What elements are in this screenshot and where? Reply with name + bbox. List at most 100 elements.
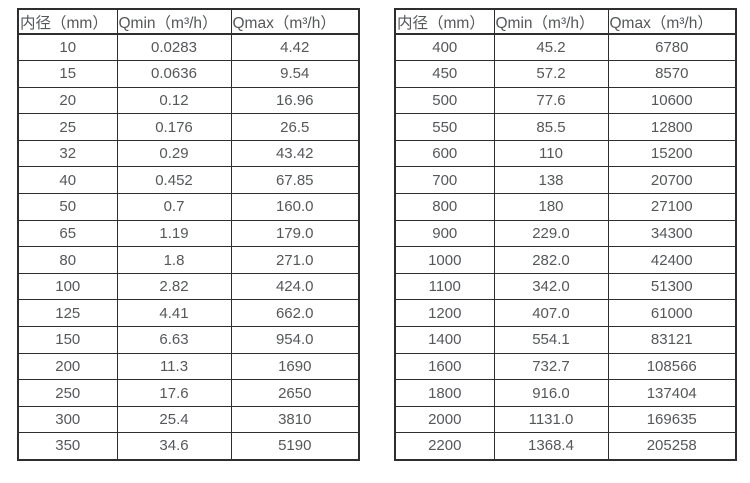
table-cell: 250 [17, 379, 118, 407]
table-row: 150 6.63 954.0 [17, 326, 360, 354]
table-cell: 500 [394, 86, 495, 115]
table-cell: 0.452 [116, 166, 232, 195]
table-cell: 732.7 [493, 352, 609, 381]
table-cell: 61000 [607, 299, 737, 328]
table-cell: 5190 [230, 432, 360, 460]
table-row: 800 180 27100 [394, 193, 737, 221]
table-row: 600 110 15200 [394, 139, 737, 168]
table-cell: 3810 [230, 405, 360, 434]
table-cell: 15 [17, 60, 118, 88]
col-header-qmax: Qmax（m³/h） [230, 8, 360, 35]
table-cell: 1690 [230, 352, 360, 381]
table-cell: 600 [394, 139, 495, 168]
table-row: 65 1.19 179.0 [17, 219, 360, 248]
table-row: 80 1.8 271.0 [17, 246, 360, 274]
table-row: 2000 1131.0 169635 [394, 405, 737, 434]
table-row: 125 4.41 662.0 [17, 299, 360, 328]
table-cell: 26.5 [230, 113, 360, 141]
table-cell: 50 [17, 193, 118, 221]
table-cell: 205258 [607, 432, 737, 460]
table-cell: 954.0 [230, 326, 360, 354]
flow-table-small-diameters: 内径（mm） Qmin（m³/h） Qmax（m³/h） 10 0.0283 4.4… [17, 8, 360, 461]
table-row: 900 229.0 34300 [394, 219, 737, 248]
col-header-qmin: Qmin（m³/h） [116, 8, 232, 35]
header-row: 内径（mm） Qmin（m³/h） Qmax（m³/h） [17, 8, 360, 35]
table-cell: 700 [394, 166, 495, 195]
table-cell: 0.0283 [116, 33, 232, 62]
table-cell: 400 [394, 33, 495, 62]
table-cell: 10 [17, 33, 118, 62]
table-cell: 45.2 [493, 33, 609, 62]
table-cell: 6.63 [116, 326, 232, 354]
table-row: 25 0.176 26.5 [17, 113, 360, 141]
table-cell: 1131.0 [493, 405, 609, 434]
table-cell: 1368.4 [493, 432, 609, 460]
table-row: 200 11.3 1690 [17, 352, 360, 381]
table-cell: 2200 [394, 432, 495, 460]
table-cell: 1.8 [116, 246, 232, 274]
table-cell: 25 [17, 113, 118, 141]
table-cell: 137404 [607, 379, 737, 407]
table-cell: 1800 [394, 379, 495, 407]
table-cell: 229.0 [493, 219, 609, 248]
table-cell: 25.4 [116, 405, 232, 434]
table-cell: 271.0 [230, 246, 360, 274]
table-cell: 800 [394, 193, 495, 221]
table-cell: 169635 [607, 405, 737, 434]
table-cell: 200 [17, 352, 118, 381]
table-row: 550 85.5 12800 [394, 113, 737, 141]
table-body: 10 0.0283 4.42 15 0.0636 9.54 20 0.12 16.96 25 0.1… [17, 33, 360, 460]
table-cell: 42400 [607, 246, 737, 274]
table-cell: 350 [17, 432, 118, 460]
col-header-qmin: Qmin（m³/h） [493, 8, 609, 35]
table-cell: 916.0 [493, 379, 609, 407]
table-cell: 424.0 [230, 272, 360, 301]
table-cell: 15200 [607, 139, 737, 168]
table-cell: 65 [17, 219, 118, 248]
table-cell: 342.0 [493, 272, 609, 301]
table-cell: 80 [17, 246, 118, 274]
table-cell: 34.6 [116, 432, 232, 460]
table-cell: 85.5 [493, 113, 609, 141]
table-cell: 10600 [607, 86, 737, 115]
table-row: 40 0.452 67.85 [17, 166, 360, 195]
table-row: 450 57.2 8570 [394, 60, 737, 88]
table-cell: 108566 [607, 352, 737, 381]
table-cell: 550 [394, 113, 495, 141]
table-cell: 17.6 [116, 379, 232, 407]
table-cell: 300 [17, 405, 118, 434]
table-cell: 0.12 [116, 86, 232, 115]
table-cell: 40 [17, 166, 118, 195]
table-cell: 2650 [230, 379, 360, 407]
table-cell: 179.0 [230, 219, 360, 248]
table-cell: 6780 [607, 33, 737, 62]
table-row: 1100 342.0 51300 [394, 272, 737, 301]
table-cell: 20700 [607, 166, 737, 195]
table-cell: 67.85 [230, 166, 360, 195]
header-row: 内径（mm） Qmin（m³/h） Qmax（m³/h） [394, 8, 737, 35]
table-row: 32 0.29 43.42 [17, 139, 360, 168]
table-cell: 16.96 [230, 86, 360, 115]
table-cell: 34300 [607, 219, 737, 248]
table-row: 1600 732.7 108566 [394, 352, 737, 381]
table-row: 20 0.12 16.96 [17, 86, 360, 115]
table-cell: 407.0 [493, 299, 609, 328]
table-cell: 125 [17, 299, 118, 328]
table-row: 1200 407.0 61000 [394, 299, 737, 328]
table-row: 1800 916.0 137404 [394, 379, 737, 407]
col-header-inner-diameter: 内径（mm） [394, 8, 495, 35]
table-cell: 554.1 [493, 326, 609, 354]
table-row: 2200 1368.4 205258 [394, 432, 737, 460]
table-cell: 77.6 [493, 86, 609, 115]
table-row: 1000 282.0 42400 [394, 246, 737, 274]
table-cell: 0.7 [116, 193, 232, 221]
table-cell: 138 [493, 166, 609, 195]
table-cell: 83121 [607, 326, 737, 354]
table-row: 700 138 20700 [394, 166, 737, 195]
table-row: 350 34.6 5190 [17, 432, 360, 460]
table-cell: 160.0 [230, 193, 360, 221]
table-cell: 662.0 [230, 299, 360, 328]
table-row: 1400 554.1 83121 [394, 326, 737, 354]
flow-table-large-diameters: 内径（mm） Qmin（m³/h） Qmax（m³/h） 400 45.2 6780… [394, 8, 737, 461]
